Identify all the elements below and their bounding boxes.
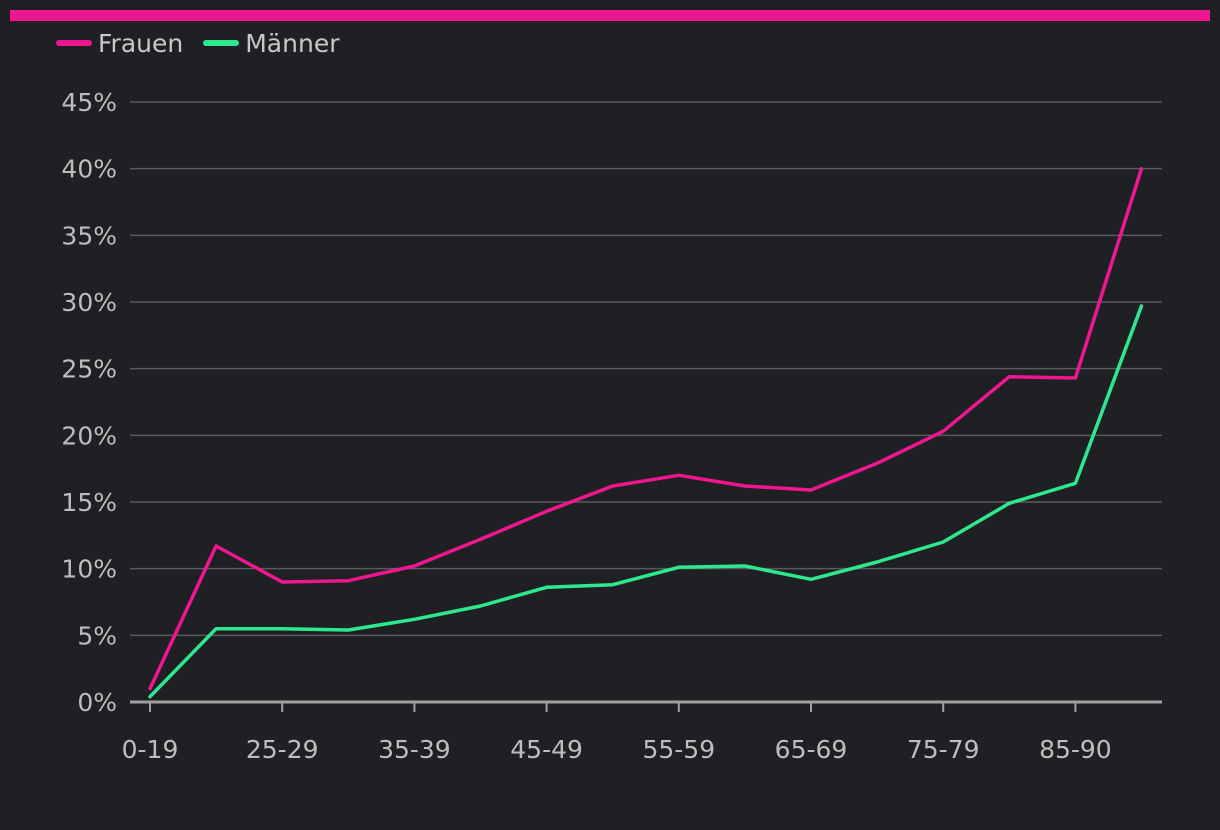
legend-item-maenner[interactable]: Männer xyxy=(203,29,339,58)
legend-swatch-maenner xyxy=(203,40,240,46)
y-tick-label: 30% xyxy=(61,288,117,317)
x-tick-label: 0-19 xyxy=(122,735,179,764)
x-axis: 0-19 25-29 35-39 45-49 55-59 65-69 75-79 85-90 xyxy=(122,700,1162,764)
y-tick-label: 45% xyxy=(61,88,117,117)
x-tick-label: 75-79 xyxy=(907,735,980,764)
x-tick-label: 55-59 xyxy=(642,735,715,764)
series-line-maenner[interactable] xyxy=(148,304,1144,699)
y-tick-label: 35% xyxy=(61,221,117,250)
x-tick-label: 85-90 xyxy=(1039,735,1112,764)
y-tick-label: 40% xyxy=(61,155,117,184)
y-tick-label: 5% xyxy=(77,621,117,650)
y-tick-label: 10% xyxy=(61,555,117,584)
x-tick-label: 65-69 xyxy=(775,735,848,764)
y-tick-label: 20% xyxy=(61,421,117,450)
y-tick-label: 25% xyxy=(61,355,117,384)
series-line-frauen[interactable] xyxy=(148,166,1144,691)
accent-top-bar xyxy=(10,10,1210,21)
y-tick-label: 15% xyxy=(61,488,117,517)
series-lines xyxy=(148,166,1144,699)
grid-lines xyxy=(130,101,1162,637)
legend-label-maenner: Männer xyxy=(245,28,340,58)
x-tick-label: 35-39 xyxy=(378,735,451,764)
legend-swatch-frauen xyxy=(56,40,92,46)
x-tick-label: 25-29 xyxy=(246,735,319,764)
legend-label-frauen: Frauen xyxy=(98,28,184,58)
legend-item-frauen[interactable]: Frauen xyxy=(56,29,183,58)
y-axis-labels: 0% 5% 10% 15% 20% 25% 30% 35% 40% 45% xyxy=(61,88,117,717)
chart-legend: Frauen Männer xyxy=(56,26,339,60)
x-tick-label: 45-49 xyxy=(510,735,583,764)
y-tick-label: 0% xyxy=(77,688,117,717)
